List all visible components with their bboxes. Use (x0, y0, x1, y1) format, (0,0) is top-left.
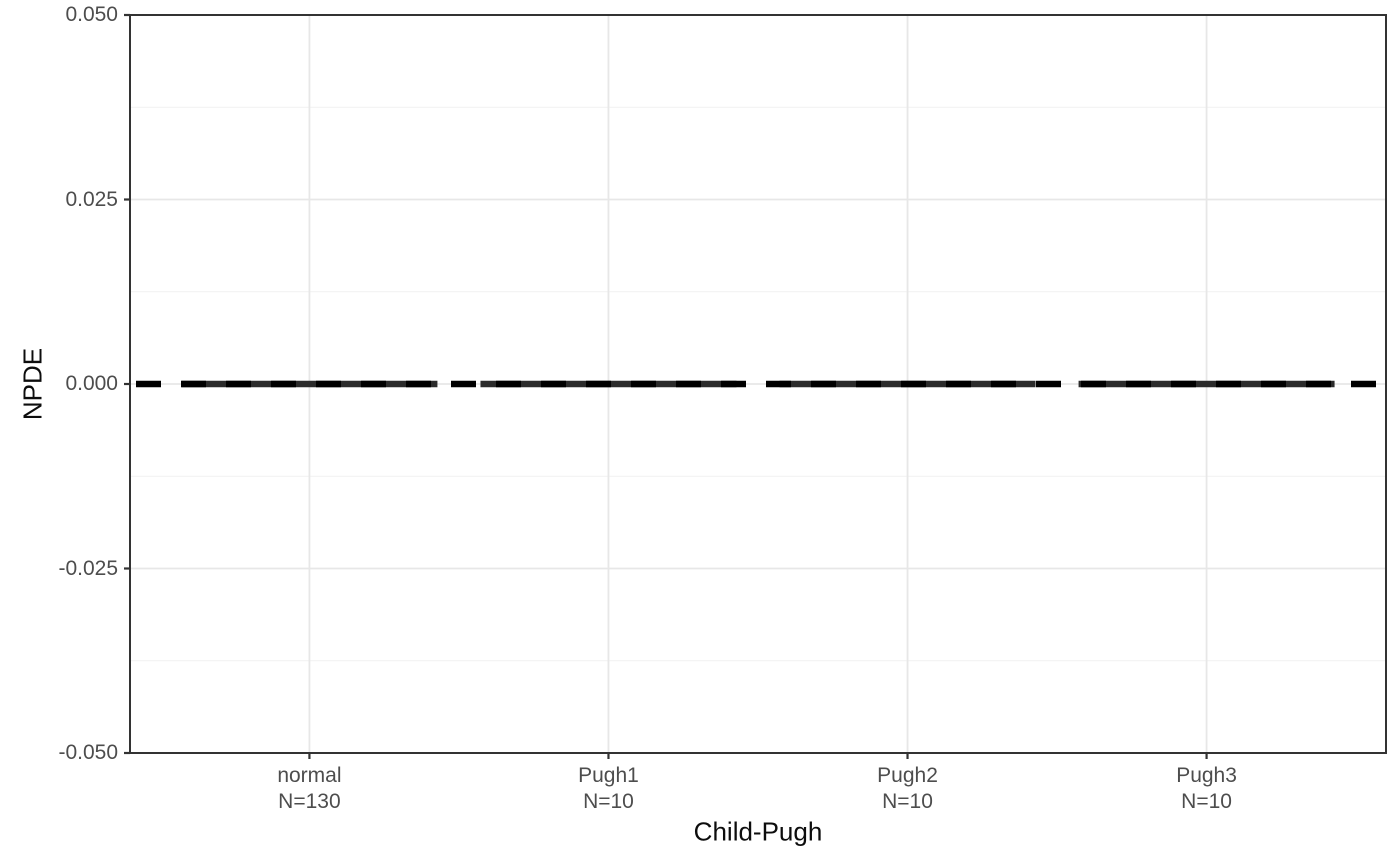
x-tick-label: normal N=130 (277, 763, 341, 815)
reference-dash (1126, 380, 1151, 388)
y-tick-label: -0.050 (58, 741, 118, 764)
reference-dash (856, 380, 881, 388)
reference-dash (226, 380, 251, 388)
y-tick-label: 0.000 (65, 372, 118, 395)
reference-dash (316, 380, 341, 388)
y-tick-label: 0.050 (65, 3, 118, 26)
y-axis-title: NPDE (17, 347, 48, 421)
x-tick-category: Pugh1 (578, 764, 639, 787)
reference-dash (631, 380, 656, 388)
reference-dash (811, 380, 836, 388)
reference-dash (136, 380, 161, 388)
group-zero-segment (1078, 380, 1335, 388)
reference-dash (586, 380, 611, 388)
reference-dash (721, 380, 746, 388)
x-tick-category: Pugh2 (877, 764, 938, 787)
x-tick-count: N=10 (882, 790, 933, 813)
y-tick-label: -0.025 (58, 556, 118, 580)
reference-dash (766, 380, 791, 388)
x-tick-count: N=10 (1181, 790, 1232, 813)
x-axis-title: Child-Pugh (693, 816, 823, 847)
x-tick-count: N=130 (278, 790, 341, 813)
x-tick-category: Pugh3 (1176, 764, 1237, 787)
reference-dash (451, 380, 476, 388)
reference-dash (676, 380, 701, 388)
reference-dash (1261, 380, 1286, 388)
reference-dash (1351, 380, 1376, 388)
x-tick-category: normal (277, 764, 342, 787)
y-tick-label: 0.025 (65, 187, 118, 211)
reference-dash (541, 380, 566, 388)
group-zero-segment (181, 380, 438, 388)
reference-dash (181, 380, 206, 388)
reference-dash (406, 380, 431, 388)
reference-dash (1081, 380, 1106, 388)
reference-dash (946, 380, 971, 388)
reference-dash (1306, 380, 1331, 388)
x-tick-label: Pugh1 N=10 (578, 763, 639, 815)
reference-dash (271, 380, 296, 388)
reference-dash (496, 380, 521, 388)
reference-dash (901, 380, 926, 388)
x-tick-count: N=10 (583, 790, 634, 813)
x-tick-label: Pugh3 N=10 (1176, 763, 1237, 815)
reference-dash (991, 380, 1016, 388)
reference-dash (1216, 380, 1241, 388)
reference-dash (1036, 380, 1061, 388)
reference-dash (361, 380, 386, 388)
reference-dash (1171, 380, 1196, 388)
x-tick-label: Pugh2 N=10 (877, 763, 938, 815)
